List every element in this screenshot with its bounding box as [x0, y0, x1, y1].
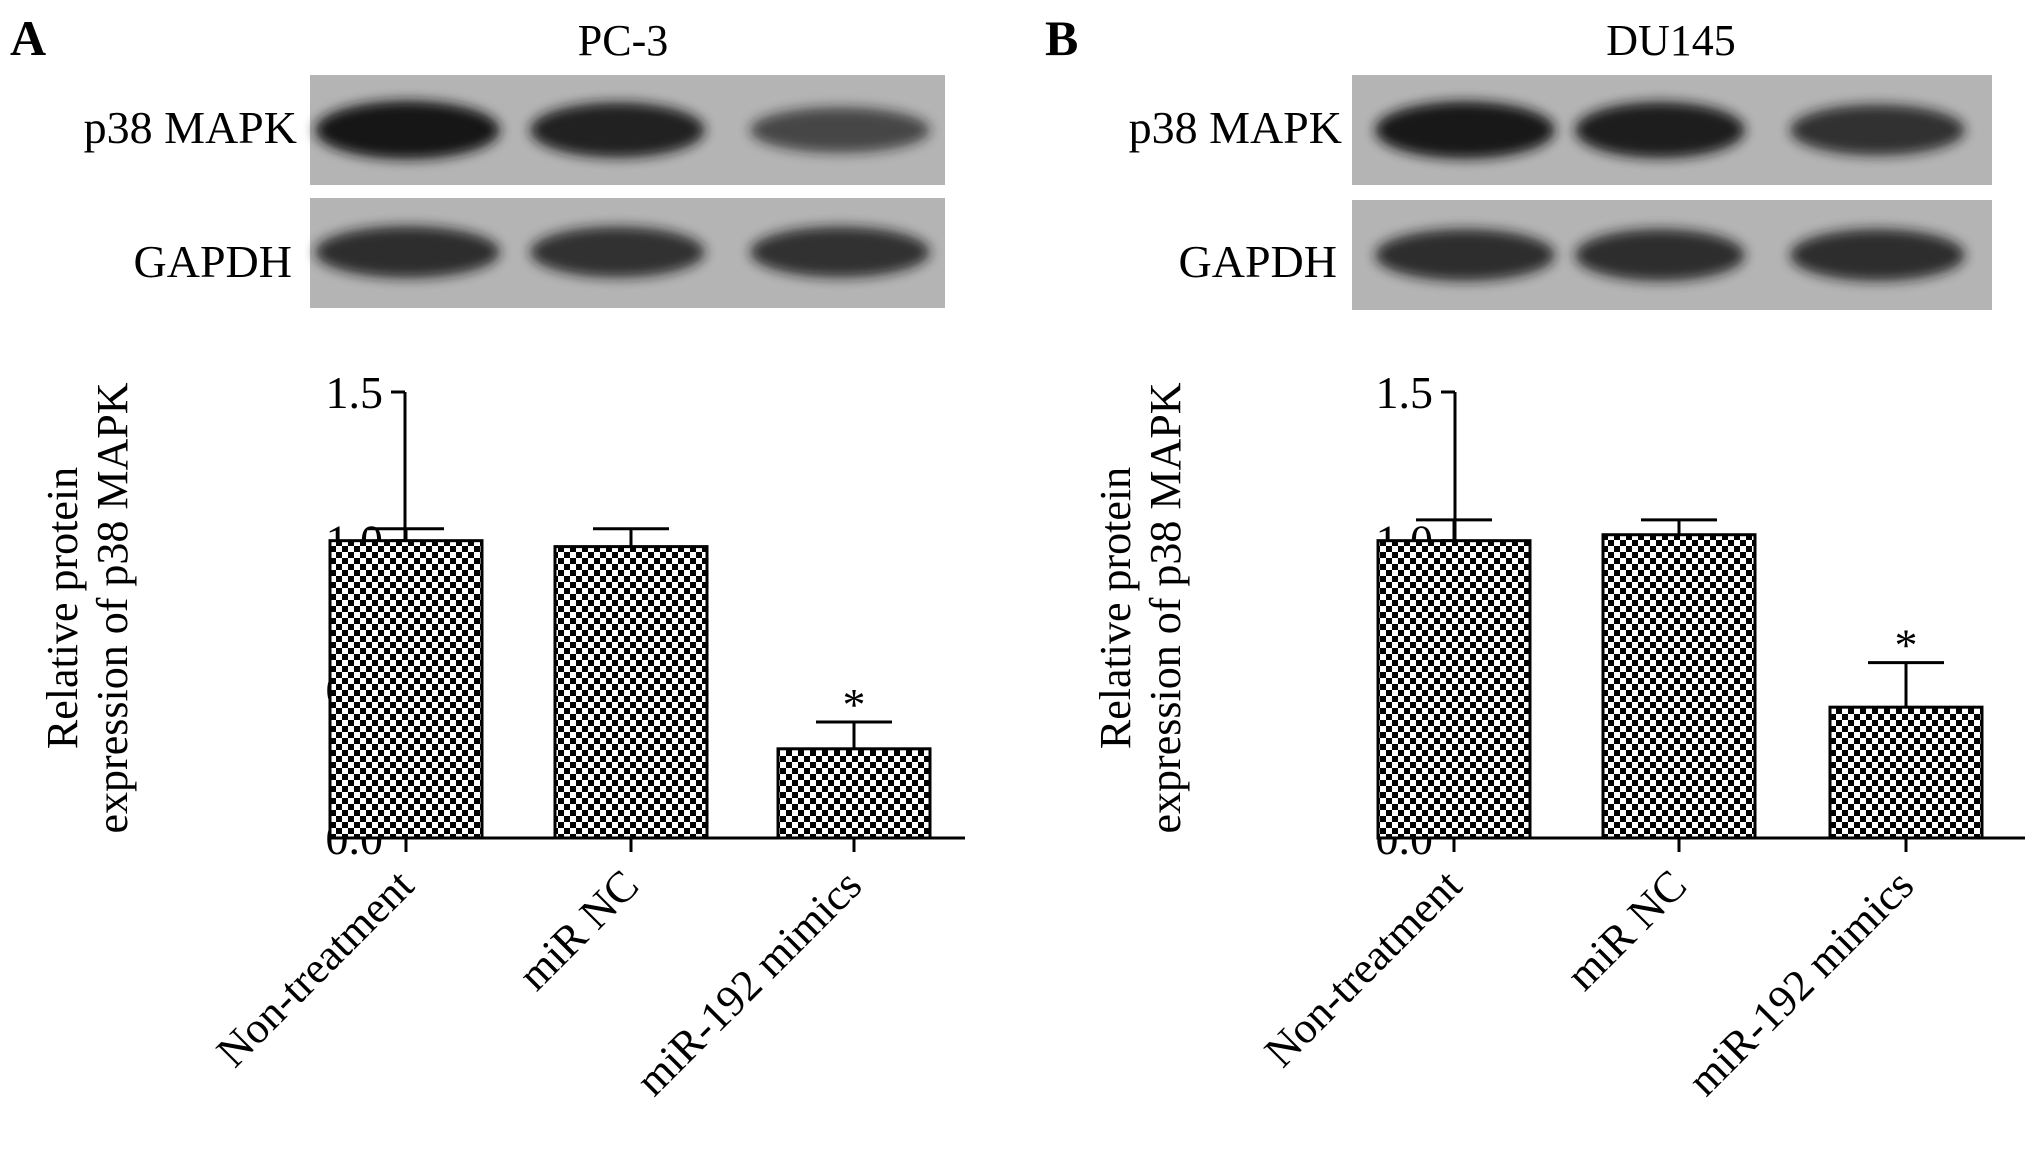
blot-band — [1790, 104, 1965, 156]
x-tick-label: Non-treatment — [207, 860, 423, 1076]
blot-band — [315, 100, 500, 160]
significance-marker: * — [843, 679, 866, 730]
cell-line-title: PC-3 — [578, 16, 668, 65]
blot-band — [530, 226, 705, 278]
blot-band — [1375, 229, 1555, 281]
y-tick-label: 1.5 — [1376, 367, 1434, 418]
bar — [1601, 533, 1757, 840]
blot-label-p38: p38 MAPK — [1129, 102, 1342, 153]
panel-letter: B — [1045, 10, 1078, 66]
y-tick-label: 1.5 — [326, 367, 384, 418]
western-blot: p38 MAPK GAPDH — [84, 75, 945, 308]
y-axis-label-line2: expression of p38 MAPK — [88, 382, 137, 833]
x-tick-label: miR-192 mimics — [1678, 860, 1923, 1105]
y-axis-label-line2: expression of p38 MAPK — [1141, 382, 1190, 833]
x-tick-label: miR NC — [1557, 860, 1696, 999]
y-axis-label-line1: Relative protein — [38, 467, 87, 749]
blot-label-p38: p38 MAPK — [84, 102, 297, 153]
x-tick-label: miR-192 mimics — [626, 860, 871, 1105]
bar — [1828, 705, 1984, 840]
bar — [776, 747, 932, 840]
y-axis-label-line1: Relative protein — [1091, 467, 1140, 749]
bar — [1376, 539, 1532, 840]
band-row-p38 — [1375, 101, 1965, 159]
blot-band — [1575, 101, 1745, 159]
blot-band — [530, 102, 705, 158]
significance-marker: * — [1895, 620, 1918, 671]
panel-b: B DU145 p38 MAPK GAPDH Relative protein … — [1045, 10, 2025, 1105]
western-blot: p38 MAPK GAPDH — [1129, 75, 1992, 310]
blot-band — [750, 226, 930, 278]
blot-band — [1375, 101, 1555, 159]
bar-chart: Relative protein expression of p38 MAPK … — [1091, 367, 2025, 1105]
bar — [553, 545, 709, 840]
blot-label-gapdh: GAPDH — [134, 236, 292, 287]
cell-line-title: DU145 — [1606, 16, 1736, 65]
blot-band — [315, 226, 500, 278]
bar — [328, 539, 484, 840]
band-row-p38 — [315, 100, 930, 160]
blot-band — [1790, 229, 1965, 281]
blot-label-gapdh: GAPDH — [1179, 236, 1337, 287]
blot-band — [750, 107, 930, 153]
bar-chart: Relative protein expression of p38 MAPK … — [38, 367, 965, 1105]
panel-letter: A — [10, 10, 46, 66]
x-tick-label: miR NC — [509, 860, 648, 999]
panel-a: A PC-3 p38 MAPK GAPDH Relative protein e… — [10, 10, 965, 1105]
x-tick-label: Non-treatment — [1255, 860, 1471, 1076]
band-row-gapdh — [1375, 229, 1965, 281]
band-row-gapdh — [315, 226, 930, 278]
blot-band — [1575, 229, 1745, 281]
